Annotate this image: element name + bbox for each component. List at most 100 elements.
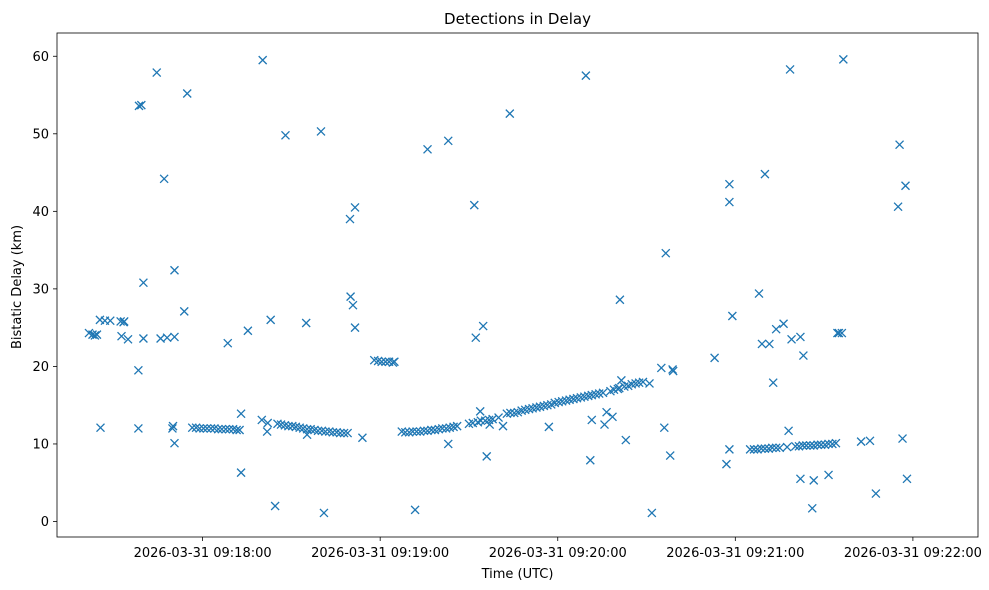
data-point [117,331,126,341]
data-point [598,388,608,398]
y-tick-label: 30 [32,282,49,297]
data-point [302,430,312,440]
data-point [656,363,666,373]
data-point [809,475,819,485]
y-tick-label: 0 [41,515,49,530]
data-point [270,501,280,511]
data-point [317,426,327,436]
data-point [760,169,770,179]
data-point [373,356,383,366]
data-point [834,328,844,338]
data-point [310,425,319,435]
data-point [505,109,515,119]
data-point [754,289,764,298]
data-point [768,378,778,388]
data-point [807,503,817,513]
data-point [301,318,311,328]
data-point [136,100,146,110]
data-point [133,423,143,433]
data-point [159,174,169,184]
x-tick-label: 2026-03-31 09:19:00 [311,546,449,561]
data-point [871,489,881,499]
data-markers [84,54,912,518]
data-point [281,130,290,140]
data-point [182,89,192,98]
data-point [798,441,808,450]
data-point [328,427,338,437]
data-point [377,357,387,367]
data-point [539,401,549,411]
data-point [724,197,734,207]
data-point [482,451,492,461]
data-point [426,425,436,435]
data-point [478,321,488,331]
data-point [531,403,541,412]
data-point [313,426,323,436]
data-point [645,379,654,388]
data-point [767,443,777,453]
data-point [400,427,410,437]
data-point [475,406,485,416]
data-point [779,319,789,329]
data-point [838,54,848,64]
x-tick-label: 2026-03-31 09:20:00 [489,546,627,561]
data-point [668,365,678,374]
data-point [138,334,148,343]
data-point [471,333,481,343]
x-tick-label: 2026-03-31 09:21:00 [666,546,804,561]
data-point [756,444,766,454]
data-point [170,438,179,448]
data-point [235,425,245,435]
data-point [133,365,143,375]
data-point [345,214,355,224]
data-point [813,440,823,450]
data-point [170,265,179,275]
data-point [195,423,205,433]
data-point [485,420,495,430]
data-point [764,444,774,454]
data-point [795,332,805,342]
data-point [785,64,795,74]
data-point [764,339,774,349]
y-tick-label: 10 [32,437,49,452]
data-point [561,396,571,405]
data-point [419,426,429,436]
data-point [621,435,631,445]
y-axis: 0 10 20 30 40 50 60 [32,50,57,530]
data-point [350,323,360,333]
data-point [96,423,105,433]
data-point [397,427,407,437]
data-point [217,424,227,434]
data-point [335,428,345,438]
data-point [443,439,453,449]
data-point [280,420,290,430]
chart-title: Detections in Delay [444,10,591,28]
data-point [167,423,177,433]
data-point [206,423,216,433]
data-point [505,408,515,418]
data-point [412,427,422,437]
data-point [893,202,903,212]
data-point [119,316,129,326]
data-point [473,417,483,427]
data-point [771,443,781,453]
y-tick-label: 50 [32,127,49,142]
data-point [724,444,734,454]
data-point [332,427,342,437]
data-point [232,425,242,435]
data-point [389,357,399,367]
y-axis-label: Bistatic Delay (km) [10,225,25,349]
data-point [576,392,586,402]
data-point [346,292,356,302]
data-point [320,427,330,437]
data-point [614,383,624,393]
data-point [591,389,601,399]
data-point [824,470,834,480]
data-point [509,408,519,418]
data-point [116,316,126,326]
data-point [381,357,390,367]
data-point [105,316,115,326]
data-point [831,438,841,448]
data-point [92,330,102,340]
